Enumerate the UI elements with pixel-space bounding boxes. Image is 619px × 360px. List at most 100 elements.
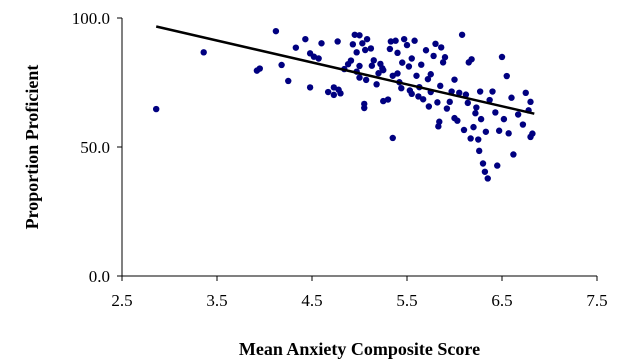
data-point bbox=[367, 45, 375, 52]
data-point bbox=[278, 61, 285, 69]
y-tick-label: 100.0 bbox=[72, 9, 110, 28]
data-point bbox=[437, 82, 444, 90]
data-point bbox=[380, 66, 387, 74]
data-point bbox=[476, 147, 483, 155]
data-points bbox=[153, 27, 536, 182]
data-point bbox=[292, 44, 300, 51]
data-point bbox=[446, 98, 453, 106]
y-tick-labels: 0.0 50.0 100.0 bbox=[72, 9, 110, 286]
data-point bbox=[306, 84, 314, 91]
data-point bbox=[394, 70, 401, 77]
data-point bbox=[476, 88, 484, 95]
data-point bbox=[368, 62, 376, 69]
data-point bbox=[349, 41, 357, 48]
data-point bbox=[489, 88, 496, 95]
data-point bbox=[418, 61, 425, 68]
data-point bbox=[315, 55, 322, 62]
data-point bbox=[424, 75, 432, 83]
x-axis-title: Mean Anxiety Composite Score bbox=[239, 339, 480, 359]
x-tick-label: 7.5 bbox=[586, 291, 607, 310]
data-point bbox=[477, 115, 485, 123]
data-point bbox=[505, 130, 512, 137]
data-point bbox=[272, 27, 280, 35]
data-point bbox=[375, 70, 382, 77]
y-tick-label: 0.0 bbox=[89, 267, 110, 286]
data-point bbox=[460, 126, 468, 134]
data-point bbox=[324, 88, 332, 96]
data-point bbox=[330, 84, 338, 91]
data-point bbox=[405, 63, 413, 70]
data-point bbox=[373, 81, 380, 88]
data-point bbox=[467, 135, 474, 142]
data-point bbox=[481, 168, 489, 175]
data-point bbox=[408, 90, 415, 98]
data-point bbox=[353, 49, 360, 56]
data-point bbox=[522, 89, 529, 97]
data-point bbox=[356, 32, 363, 39]
data-point bbox=[399, 59, 406, 66]
data-point bbox=[427, 71, 434, 78]
data-point bbox=[464, 99, 471, 107]
data-point bbox=[441, 54, 449, 61]
data-point bbox=[495, 127, 503, 134]
data-point bbox=[415, 93, 422, 100]
trendline bbox=[155, 25, 535, 115]
trendline-group bbox=[155, 25, 535, 115]
data-point bbox=[439, 59, 447, 66]
data-point bbox=[422, 47, 430, 54]
data-point bbox=[470, 123, 477, 131]
data-point bbox=[387, 38, 395, 45]
data-point bbox=[434, 99, 441, 106]
data-point bbox=[472, 110, 479, 117]
data-point bbox=[330, 91, 338, 99]
x-tick-labels: 2.5 3.5 4.5 5.5 6.5 7.5 bbox=[111, 291, 607, 310]
data-point bbox=[370, 57, 377, 64]
x-tick-label: 6.5 bbox=[491, 291, 512, 310]
data-point bbox=[443, 105, 451, 112]
data-point bbox=[256, 65, 263, 72]
data-point bbox=[510, 151, 517, 158]
data-point bbox=[356, 74, 363, 81]
data-point bbox=[361, 100, 368, 108]
data-point bbox=[302, 35, 309, 43]
data-point bbox=[479, 160, 487, 167]
data-point bbox=[468, 56, 475, 63]
data-point bbox=[438, 44, 445, 51]
data-point bbox=[432, 40, 439, 47]
data-point bbox=[411, 37, 418, 44]
data-point bbox=[200, 49, 207, 56]
data-point bbox=[356, 62, 363, 70]
data-point bbox=[337, 90, 344, 97]
data-point bbox=[458, 31, 466, 38]
data-point bbox=[400, 35, 408, 43]
data-point bbox=[386, 45, 394, 53]
axes bbox=[121, 18, 597, 277]
x-tick-label: 2.5 bbox=[111, 291, 132, 310]
data-point bbox=[527, 98, 534, 106]
data-point bbox=[362, 76, 370, 84]
data-point bbox=[500, 115, 508, 123]
data-point bbox=[430, 52, 437, 60]
data-point bbox=[384, 96, 392, 103]
data-point bbox=[425, 103, 433, 110]
x-tick-label: 5.5 bbox=[396, 291, 417, 310]
data-point bbox=[482, 128, 490, 135]
x-tick-label: 3.5 bbox=[206, 291, 227, 310]
data-point bbox=[318, 40, 325, 47]
data-point bbox=[475, 136, 482, 143]
data-point bbox=[529, 130, 536, 137]
data-point bbox=[473, 104, 480, 111]
data-point bbox=[508, 94, 515, 101]
data-point bbox=[351, 31, 358, 38]
data-point bbox=[394, 49, 401, 57]
data-point bbox=[389, 72, 396, 79]
data-point bbox=[362, 46, 369, 54]
data-point bbox=[408, 55, 415, 62]
data-point bbox=[456, 89, 463, 97]
data-point bbox=[359, 40, 366, 47]
y-axis-title: Proportion Proficient bbox=[22, 65, 42, 230]
data-point bbox=[413, 72, 420, 79]
data-point bbox=[514, 111, 522, 118]
data-point bbox=[419, 96, 427, 103]
